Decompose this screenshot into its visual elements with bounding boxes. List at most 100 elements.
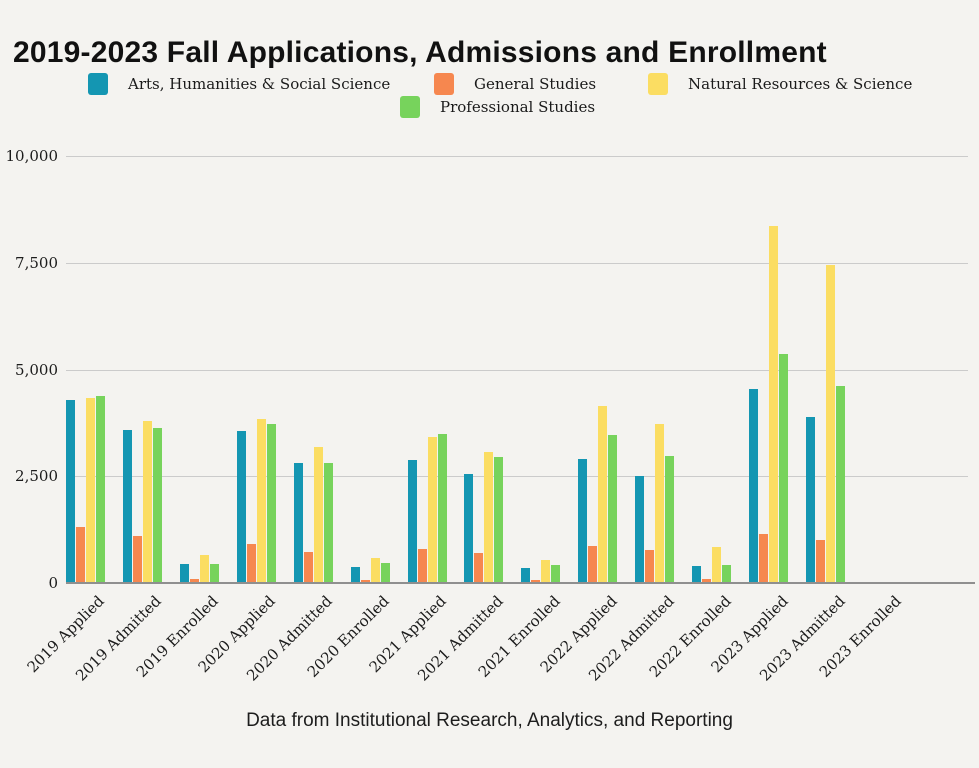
- bar: [152, 428, 162, 583]
- bar: [246, 544, 256, 583]
- x-axis-label: 2022 Admitted: [584, 592, 678, 685]
- legend-item: General Studies: [434, 73, 596, 95]
- gridline: [66, 369, 968, 371]
- legend-label: Professional Studies: [440, 98, 596, 116]
- bar: [769, 226, 779, 583]
- bar-group-2023-applied: [740, 156, 797, 583]
- bar: [142, 421, 152, 583]
- bar-group-2020-admitted: [285, 156, 342, 583]
- bar: [655, 424, 665, 583]
- bar: [494, 457, 504, 583]
- bar-group-2020-enrolled: [342, 156, 399, 583]
- bar-group-2019-applied: [57, 156, 114, 583]
- bar: [407, 460, 417, 583]
- x-axis-label: 2023 Applied: [707, 592, 792, 677]
- bar: [836, 386, 846, 583]
- legend-swatch-icon: [648, 73, 668, 95]
- bar-group-2022-admitted: [626, 156, 683, 583]
- bar: [816, 540, 826, 583]
- chart-title: 2019-2023 Fall Applications, Admissions …: [13, 36, 827, 70]
- legend-swatch-icon: [400, 96, 420, 118]
- bar: [85, 398, 95, 583]
- gridline: [66, 156, 968, 157]
- legend-swatch-icon: [88, 73, 108, 95]
- bar: [635, 476, 645, 583]
- bar: [598, 406, 608, 583]
- bar: [65, 400, 75, 583]
- bar: [75, 527, 85, 583]
- bar: [665, 456, 675, 583]
- bar: [95, 396, 105, 583]
- plot-area: 0 2,500 5,000 7,500 10,000: [0, 147, 979, 592]
- bar: [749, 389, 759, 583]
- gridline: [66, 476, 968, 478]
- legend-item: Natural Resources & Science: [648, 73, 912, 95]
- bar: [380, 563, 390, 583]
- bar: [521, 568, 531, 583]
- bar: [437, 434, 447, 583]
- x-axis-label: 2020 Enrolled: [303, 592, 393, 681]
- bar: [303, 552, 313, 583]
- bar-group-2023-enrolled: [854, 156, 911, 583]
- bar: [370, 558, 380, 583]
- x-axis-label: 2021 Enrolled: [474, 592, 564, 681]
- bar: [759, 534, 769, 583]
- bar: [236, 431, 246, 583]
- bar-group-2019-admitted: [114, 156, 171, 583]
- bar-group-2023-admitted: [797, 156, 854, 583]
- bar: [266, 424, 276, 583]
- bar: [350, 567, 360, 583]
- bar: [702, 579, 712, 583]
- x-axis-label: 2023 Admitted: [755, 592, 849, 685]
- y-tick-label: 5,000: [15, 360, 58, 379]
- x-axis-label: 2022 Applied: [536, 592, 621, 677]
- bar: [323, 463, 333, 583]
- bar: [806, 417, 816, 583]
- x-axis-label: 2022 Enrolled: [645, 592, 735, 681]
- bar: [722, 565, 732, 583]
- legend-item: Arts, Humanities & Social Science: [88, 73, 390, 95]
- bar: [608, 435, 618, 583]
- x-axis-label: 2021 Admitted: [414, 592, 507, 685]
- y-tick-label: 0: [48, 574, 58, 592]
- bar: [189, 579, 199, 583]
- bar-group-2022-applied: [569, 156, 626, 583]
- bar: [779, 354, 789, 583]
- bar: [578, 459, 588, 583]
- bar: [645, 550, 655, 583]
- bar: [313, 447, 323, 583]
- legend-label: General Studies: [474, 75, 597, 93]
- bar-group-2021-admitted: [456, 156, 513, 583]
- x-axis-label: 2019 Admitted: [72, 592, 166, 685]
- data-source-note: Data from Institutional Research, Analyt…: [246, 710, 733, 731]
- bar: [256, 419, 266, 583]
- bar: [474, 553, 484, 583]
- bar: [712, 547, 722, 583]
- bar: [132, 536, 142, 583]
- bar: [427, 437, 437, 583]
- legend-swatch-icon: [434, 73, 454, 95]
- legend-item: Professional Studies: [400, 96, 595, 118]
- bar: [464, 474, 474, 583]
- bar-group-2020-applied: [228, 156, 285, 583]
- bar: [692, 566, 702, 583]
- x-axis-label: 2020 Applied: [194, 592, 279, 677]
- bar-group-2022-enrolled: [683, 156, 740, 583]
- bar-group-2019-enrolled: [171, 156, 228, 583]
- x-axis-label: 2021 Applied: [365, 592, 450, 677]
- y-tick-label: 7,500: [15, 253, 58, 272]
- bar-group-2021-enrolled: [512, 156, 569, 583]
- bar-group-2021-applied: [399, 156, 456, 583]
- legend-label: Natural Resources & Science: [688, 75, 913, 93]
- bar: [541, 560, 551, 583]
- legend-label: Arts, Humanities & Social Science: [128, 75, 391, 93]
- bar: [417, 549, 427, 583]
- x-axis-label: 2020 Admitted: [243, 592, 336, 685]
- gridline: [66, 262, 968, 264]
- bar: [531, 580, 541, 583]
- bar: [122, 430, 132, 583]
- bar: [551, 565, 561, 583]
- bar: [360, 580, 370, 583]
- bar: [199, 555, 209, 583]
- x-axis-label: 2019 Enrolled: [133, 592, 223, 681]
